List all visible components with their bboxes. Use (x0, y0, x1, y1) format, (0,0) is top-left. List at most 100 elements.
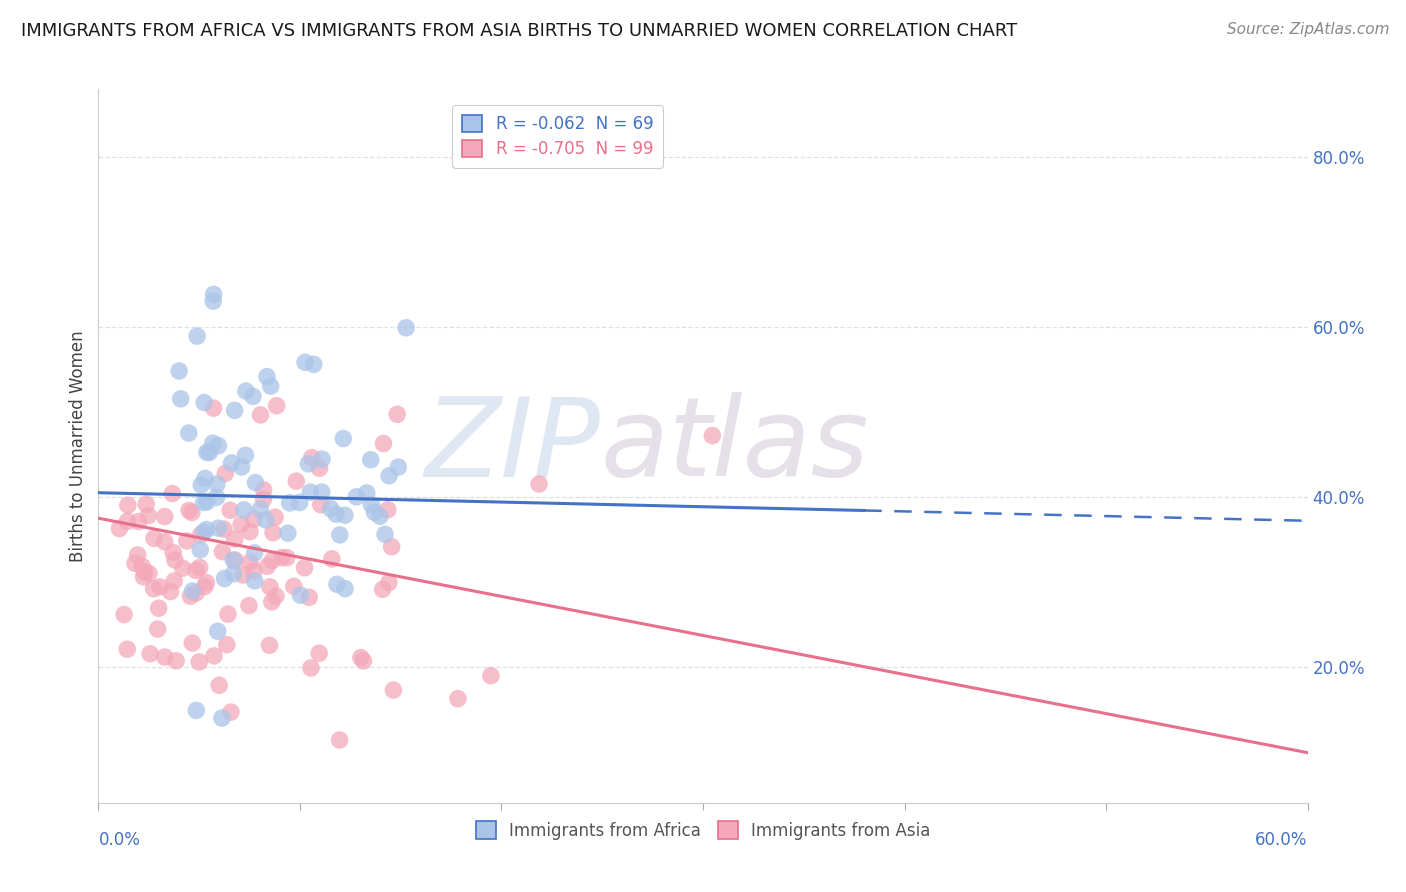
Point (309, 498, 332, 512)
Point (311, 452, 333, 467)
Point (180, 505, 202, 519)
Point (243, 546, 266, 560)
Point (264, 510, 287, 524)
Point (368, 509, 391, 524)
Point (124, 556, 146, 570)
Point (112, 607, 135, 622)
Point (222, 553, 245, 567)
Point (202, 287, 225, 301)
Point (329, 733, 352, 747)
Point (301, 450, 323, 465)
Point (217, 607, 239, 621)
Point (259, 638, 281, 652)
Point (108, 522, 131, 536)
Point (381, 540, 404, 554)
Point (153, 509, 176, 524)
Point (363, 505, 385, 519)
Text: ZIP: ZIP (425, 392, 600, 500)
Point (242, 512, 264, 526)
Point (387, 460, 409, 475)
Point (243, 564, 266, 578)
Point (702, 428, 724, 442)
Point (249, 502, 271, 516)
Point (188, 542, 211, 557)
Point (163, 574, 186, 588)
Point (143, 532, 166, 546)
Point (242, 389, 264, 403)
Point (135, 497, 157, 511)
Point (277, 526, 299, 541)
Point (239, 555, 262, 569)
Point (193, 495, 215, 509)
Point (128, 515, 150, 529)
Point (333, 508, 356, 523)
Point (297, 457, 319, 471)
Point (219, 705, 242, 719)
Point (195, 445, 218, 459)
Point (302, 357, 325, 371)
Point (170, 392, 193, 406)
Point (294, 355, 316, 369)
Point (181, 636, 204, 650)
Point (138, 566, 160, 581)
Point (214, 467, 236, 481)
Point (298, 591, 321, 605)
Point (308, 646, 330, 660)
Point (195, 575, 218, 590)
Point (259, 580, 281, 594)
Point (224, 553, 246, 567)
Point (165, 654, 187, 668)
Point (299, 485, 322, 500)
Point (382, 683, 405, 698)
Point (333, 582, 356, 596)
Point (201, 436, 224, 450)
Point (329, 528, 352, 542)
Point (222, 566, 245, 581)
Point (252, 492, 274, 507)
Point (350, 650, 373, 665)
Point (131, 559, 153, 574)
Point (195, 495, 218, 509)
Text: atlas: atlas (600, 392, 869, 500)
Point (186, 329, 208, 343)
Point (231, 459, 253, 474)
Point (162, 545, 184, 559)
Point (254, 513, 277, 527)
Text: 0.0%: 0.0% (98, 831, 141, 849)
Point (299, 661, 322, 675)
Point (205, 491, 228, 505)
Point (294, 560, 316, 574)
Point (186, 703, 208, 717)
Point (233, 503, 256, 517)
Point (326, 577, 349, 591)
Point (377, 502, 399, 516)
Point (172, 561, 194, 575)
Point (371, 582, 394, 597)
Point (211, 544, 233, 558)
Point (266, 399, 288, 413)
Text: Source: ZipAtlas.com: Source: ZipAtlas.com (1226, 22, 1389, 37)
Point (127, 548, 149, 562)
Point (181, 584, 204, 599)
Point (184, 563, 207, 577)
Point (207, 624, 229, 639)
Point (447, 691, 470, 706)
Point (221, 456, 243, 470)
Point (117, 642, 139, 657)
Point (184, 586, 207, 600)
Point (219, 503, 242, 517)
Point (283, 579, 305, 593)
Point (290, 588, 312, 602)
Point (195, 523, 218, 537)
Point (243, 574, 266, 588)
Point (162, 486, 184, 500)
Point (360, 452, 382, 467)
Text: 60.0%: 60.0% (1256, 831, 1308, 849)
Point (205, 477, 228, 491)
Point (232, 568, 254, 582)
Point (153, 650, 176, 665)
Point (256, 559, 278, 574)
Point (264, 589, 287, 603)
Point (132, 570, 155, 584)
Point (378, 575, 401, 590)
